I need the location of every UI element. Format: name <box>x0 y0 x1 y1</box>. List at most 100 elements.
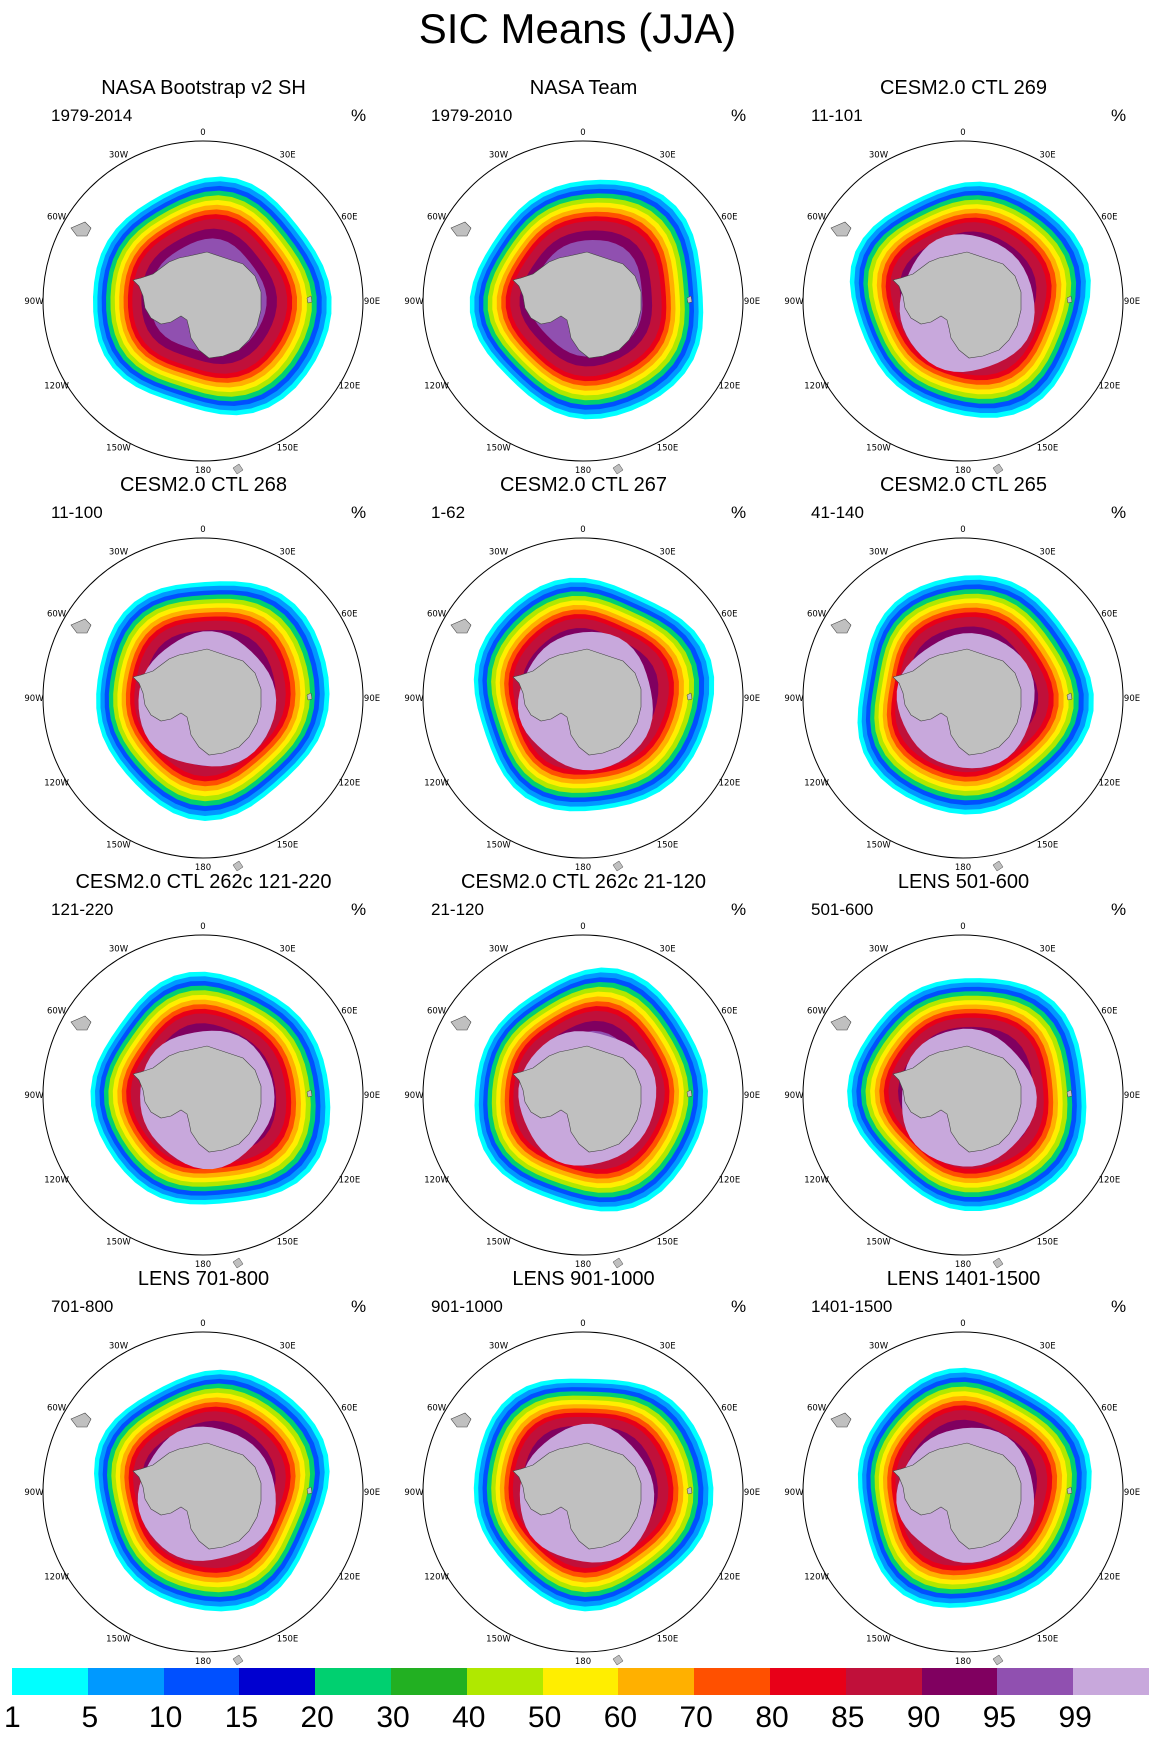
longitude-label: 30E <box>1039 945 1055 955</box>
map-panel: LENS 901-1000 901-1000% 0 30E 60E 90E 120E 150E… <box>391 1267 776 1667</box>
longitude-label: 90W <box>24 1091 44 1101</box>
map-panel: LENS 1401-1500 1401-1500% 0 30E 60E 90E 120E 15… <box>771 1267 1155 1667</box>
longitude-label: 150E <box>1037 840 1059 850</box>
colorbar-label: 15 <box>224 1701 259 1734</box>
panel-title: LENS 501-600 <box>897 871 1030 893</box>
colorbar-label: 99 <box>1058 1701 1092 1734</box>
longitude-label: 150W <box>486 1237 511 1247</box>
panel-unit: % <box>351 503 367 522</box>
longitude-label: 120E <box>719 1176 741 1186</box>
longitude-label: 90E <box>364 1488 380 1498</box>
colorbar-swatch <box>1073 1668 1150 1695</box>
longitude-label: 0 <box>580 922 585 932</box>
polar-map: 0 30E 60E 90E 120E 150E 180 150W 120W 90W 60W 30W <box>24 128 380 476</box>
longitude-label: 150E <box>657 1237 679 1247</box>
colorbar-swatch <box>315 1668 392 1695</box>
land-masses <box>70 221 313 475</box>
longitude-label: 90E <box>744 297 760 307</box>
longitude-label: 30W <box>869 1342 889 1352</box>
longitude-label: 180 <box>955 1260 971 1270</box>
kerguelen-island <box>1066 295 1073 304</box>
longitude-label: 120W <box>424 779 449 789</box>
longitude-label: 30W <box>109 548 129 558</box>
longitude-label: 120E <box>719 1573 741 1583</box>
longitude-label: 150E <box>277 1237 299 1247</box>
map-panel: CESM2.0 CTL 262c 121-220 121-220% 0 30E 60E 9… <box>11 870 396 1270</box>
longitude-label: 0 <box>960 128 965 138</box>
sea-ice-field <box>474 967 708 1212</box>
longitude-label: 60W <box>427 1007 447 1017</box>
south-america-tip <box>830 221 852 237</box>
longitude-label: 120W <box>804 779 829 789</box>
longitude-label: 90E <box>1124 694 1140 704</box>
longitude-label: 30W <box>109 151 129 161</box>
new-zealand-island <box>232 1257 244 1269</box>
kerguelen-island <box>306 692 313 701</box>
panel-period: 1979-2010 <box>431 106 513 125</box>
longitude-label: 120W <box>44 1573 69 1583</box>
colorbar-label: 5 <box>81 1701 99 1734</box>
longitude-label: 150W <box>486 1634 511 1644</box>
longitude-label: 90E <box>1124 1488 1140 1498</box>
panel-period: 21-120 <box>431 900 484 919</box>
panel-unit: % <box>351 900 367 919</box>
colorbar-label: 80 <box>755 1701 789 1734</box>
polar-map: 0 30E 60E 90E 120E 150E 180 150W 120W 90W 60W 30W <box>404 128 760 476</box>
longitude-label: 150E <box>657 840 679 850</box>
longitude-label: 150W <box>106 1634 131 1644</box>
longitude-label: 60E <box>721 1007 737 1017</box>
longitude-label: 120W <box>424 1176 449 1186</box>
longitude-label: 90W <box>784 694 804 704</box>
kerguelen-island <box>1066 1089 1073 1098</box>
panel-period: 1-62 <box>431 503 466 522</box>
longitude-label: 150E <box>657 443 679 453</box>
map-panel: LENS 501-600 501-600% 0 30E 60E 90E 120E 150E 18… <box>771 870 1155 1270</box>
colorbar-swatch <box>12 1668 89 1695</box>
panel-title: CESM2.0 CTL 262c 121-220 <box>75 871 332 893</box>
south-america-tip <box>450 618 472 634</box>
polar-map: 0 30E 60E 90E 120E 150E 180 150W 120W 90W 60W 30W <box>404 525 760 873</box>
colorbar-swatch <box>618 1668 695 1695</box>
new-zealand-island <box>992 1257 1004 1269</box>
longitude-label: 150E <box>1037 1237 1059 1247</box>
longitude-label: 30E <box>1039 548 1055 558</box>
longitude-label: 120E <box>339 382 361 392</box>
panel-title: LENS 1401-1500 <box>886 1268 1041 1290</box>
longitude-label: 0 <box>580 128 585 138</box>
longitude-label: 120E <box>339 1573 361 1583</box>
south-america-tip <box>70 1015 92 1031</box>
panel-period: 901-1000 <box>431 1297 503 1316</box>
new-zealand-island <box>612 463 624 475</box>
new-zealand-island <box>992 1654 1004 1666</box>
longitude-label: 30W <box>109 945 129 955</box>
longitude-label: 90W <box>404 694 424 704</box>
colorbar-swatch <box>163 1668 240 1695</box>
land-masses <box>830 1015 1073 1269</box>
longitude-label: 60W <box>807 1007 827 1017</box>
longitude-label: 90W <box>784 1091 804 1101</box>
map-panel: CESM2.0 CTL 265 41-140% 0 30E 60E 90E 120E 150E… <box>771 473 1155 873</box>
antarctica-landmass <box>892 251 1022 359</box>
antarctica-landmass <box>892 1045 1022 1153</box>
longitude-label: 120E <box>719 382 741 392</box>
new-zealand-island <box>612 1257 624 1269</box>
longitude-label: 0 <box>580 1319 585 1329</box>
kerguelen-island <box>1066 1486 1073 1495</box>
kerguelen-island <box>306 1486 313 1495</box>
longitude-label: 150W <box>106 840 131 850</box>
south-america-tip <box>830 618 852 634</box>
longitude-label: 60E <box>1101 610 1117 620</box>
panel-title: CESM2.0 CTL 265 <box>879 474 1048 496</box>
panel-title: NASA Team <box>529 77 638 99</box>
panel-period: 701-800 <box>51 1297 114 1316</box>
longitude-label: 150W <box>866 1237 891 1247</box>
map-panel: CESM2.0 CTL 268 11-100% 0 30E 60E 90E 120E 150E… <box>11 473 396 873</box>
longitude-label: 30E <box>1039 151 1055 161</box>
south-america-tip <box>70 221 92 237</box>
panel-title: LENS 901-1000 <box>512 1268 655 1290</box>
panel-unit: % <box>1111 900 1127 919</box>
longitude-label: 150E <box>657 1634 679 1644</box>
polar-map: 0 30E 60E 90E 120E 150E 180 150W 120W 90W 60W 30W <box>404 1319 760 1667</box>
south-america-tip <box>830 1412 852 1428</box>
longitude-label: 30W <box>489 151 509 161</box>
